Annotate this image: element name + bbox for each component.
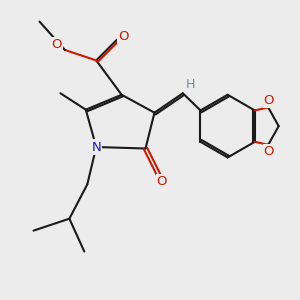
Text: H: H <box>186 78 195 91</box>
Text: O: O <box>264 94 274 107</box>
Text: O: O <box>157 175 167 188</box>
Text: O: O <box>118 30 129 43</box>
Text: N: N <box>92 140 101 154</box>
Text: O: O <box>51 38 62 51</box>
Text: O: O <box>264 145 274 158</box>
